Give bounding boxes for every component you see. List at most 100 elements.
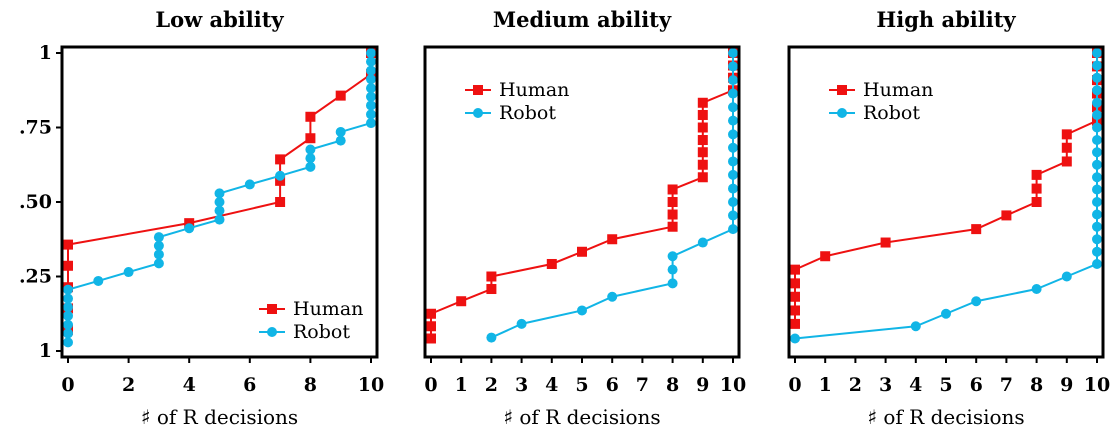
x-tick-label: 2: [485, 374, 498, 396]
data-point-robot: [941, 308, 951, 319]
series-line-robot: [490, 53, 734, 339]
x-axis-label: ♯ of R decisions: [867, 405, 1024, 429]
panel-2: Medium ability 0 1 2 3 4 5 6 7 8 9 10 ♯ of R decisio…: [423, 7, 746, 429]
series-line-human: [430, 53, 734, 339]
data-point-human: [63, 239, 73, 250]
data-point-robot: [153, 258, 164, 269]
data-point-robot: [728, 156, 738, 167]
data-point-robot: [486, 332, 497, 343]
x-axis-label: ♯ of R decisions: [141, 405, 298, 429]
data-point-robot: [366, 109, 376, 120]
data-point-human: [275, 154, 286, 165]
data-point-human: [1031, 169, 1042, 180]
data-point-robot: [244, 179, 255, 190]
data-point-robot: [366, 56, 376, 67]
data-point-robot: [910, 321, 921, 332]
data-point-human: [697, 147, 708, 158]
x-tick-label: 6: [970, 374, 983, 396]
data-point-robot: [153, 240, 164, 251]
y-tick-label: .75: [19, 117, 52, 139]
data-point-robot: [366, 48, 376, 58]
x-tick-label: 8: [304, 374, 317, 396]
data-point-robot: [1092, 122, 1102, 133]
data-point-robot: [1092, 197, 1102, 207]
data-point-human: [577, 246, 587, 257]
x-tick-label: 6: [606, 374, 619, 396]
x-tick-label: 1: [455, 374, 468, 396]
data-point-robot: [214, 197, 225, 207]
data-point-robot: [1092, 234, 1102, 245]
data-point-robot: [1092, 246, 1102, 257]
panel-title: Low ability: [155, 7, 284, 32]
legend-label-robot: Robot: [293, 321, 350, 343]
x-tick-label: 10: [1084, 374, 1110, 396]
data-point-robot: [1092, 109, 1102, 120]
series-line-robot: [794, 53, 1098, 340]
data-point-human: [607, 234, 618, 245]
data-point-human: [667, 184, 678, 195]
data-point-robot: [667, 264, 678, 275]
x-tick-label: 2: [849, 374, 862, 396]
x-tick-label: 6: [243, 374, 256, 396]
data-point-robot: [63, 337, 73, 348]
legend-marker-robot: [267, 327, 277, 337]
data-point-human: [790, 264, 800, 275]
data-point-human: [667, 197, 678, 207]
data-point-human: [426, 333, 436, 344]
legend-label-robot: Robot: [863, 102, 920, 124]
data-point-robot: [366, 91, 376, 102]
data-point-robot: [697, 237, 708, 248]
x-tick-label: 0: [424, 374, 437, 396]
data-point-human: [667, 209, 678, 220]
data-point-robot: [577, 305, 587, 316]
data-point-robot: [728, 224, 738, 235]
data-point-robot: [728, 75, 738, 86]
data-point-robot: [728, 142, 738, 153]
x-tick-label: 10: [720, 374, 746, 396]
data-point-robot: [63, 328, 73, 339]
data-point-robot: [63, 293, 73, 304]
legend-marker-robot: [473, 108, 483, 118]
legend-marker-human: [473, 85, 483, 95]
data-point-robot: [728, 102, 738, 113]
legend-marker-human: [267, 304, 277, 314]
data-point-robot: [63, 302, 73, 313]
data-point-robot: [63, 310, 73, 321]
x-tick-label: 1: [819, 374, 832, 396]
data-point-human: [184, 218, 195, 229]
data-point-robot: [728, 169, 738, 180]
legend-marker-human: [837, 85, 847, 95]
panel-1: Low ability 0 2 4 6 8 10 1 .25 .50 .75 1 ♯ of R deci…: [19, 7, 384, 429]
data-point-robot: [728, 183, 738, 194]
x-tick-label: 10: [358, 374, 384, 396]
data-point-robot: [1092, 85, 1102, 96]
x-tick-label: 5: [939, 374, 952, 396]
data-point-human: [697, 172, 708, 183]
data-point-robot: [1092, 72, 1102, 83]
data-point-human: [697, 122, 708, 133]
data-point-human: [486, 284, 497, 295]
data-point-human: [880, 237, 891, 248]
data-point-robot: [1092, 159, 1102, 170]
x-tick-label: 0: [61, 374, 74, 396]
data-point-human: [790, 291, 800, 302]
data-point-human: [1031, 197, 1042, 207]
x-tick-label: 5: [575, 374, 588, 396]
data-point-robot: [366, 83, 376, 94]
data-point-human: [697, 159, 708, 170]
data-point-human: [697, 109, 708, 120]
data-point-robot: [305, 161, 316, 172]
data-point-human: [426, 321, 436, 332]
data-point-robot: [728, 129, 738, 140]
data-point-robot: [366, 74, 376, 85]
x-tick-label: 0: [788, 374, 801, 396]
data-point-robot: [728, 210, 738, 221]
legend-marker-robot: [837, 108, 847, 118]
panel-title: High ability: [876, 7, 1016, 32]
x-tick-label: 7: [1000, 374, 1013, 396]
data-point-human: [486, 271, 497, 282]
data-point-robot: [366, 118, 376, 129]
data-point-robot: [1092, 172, 1102, 183]
